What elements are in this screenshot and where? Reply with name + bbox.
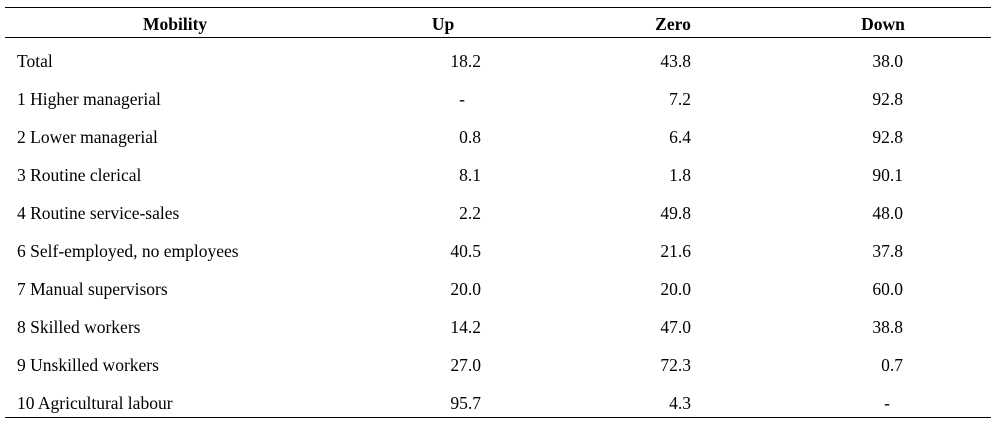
row-label: Total [17, 51, 53, 71]
cell-up: 40.5 [450, 241, 481, 261]
cell-up: 0.8 [459, 127, 481, 147]
cell-down: 48.0 [872, 203, 903, 223]
header-mobility: Mobility [143, 14, 208, 34]
row-label: 4 Routine service-sales [17, 203, 180, 223]
row-label: 6 Self-employed, no employees [17, 241, 239, 261]
cell-zero: 72.3 [660, 355, 691, 375]
cell-zero: 43.8 [660, 51, 691, 71]
cell-zero: 6.4 [669, 127, 691, 147]
cell-zero: 20.0 [660, 279, 691, 299]
header-zero: Zero [655, 14, 691, 34]
cell-down: 60.0 [872, 279, 903, 299]
cell-up: 27.0 [450, 355, 481, 375]
row-label: 9 Unskilled workers [17, 355, 159, 375]
row-label: 7 Manual supervisors [17, 279, 168, 299]
cell-up: 20.0 [450, 279, 481, 299]
table-row: 2 Lower managerial 0.8 6.4 92.8 [5, 118, 991, 156]
row-label: 3 Routine clerical [17, 165, 142, 185]
table-row: 4 Routine service-sales 2.2 49.8 48.0 [5, 194, 991, 232]
cell-zero: 7.2 [669, 89, 691, 109]
table-header-row: Mobility Up Zero Down [5, 12, 991, 38]
cell-down: 38.8 [872, 317, 903, 337]
cell-down: 90.1 [872, 165, 903, 185]
table-row: 1 Higher managerial - 7.2 92.8 [5, 80, 991, 118]
cell-up: 2.2 [459, 203, 481, 223]
table-bottom-rule [5, 417, 991, 418]
cell-down: 92.8 [872, 127, 903, 147]
cell-up: 18.2 [450, 51, 481, 71]
cell-down: - [884, 393, 890, 413]
cell-zero: 49.8 [660, 203, 691, 223]
cell-zero: 1.8 [669, 165, 691, 185]
cell-zero: 21.6 [660, 241, 691, 261]
cell-up: 95.7 [450, 393, 481, 413]
cell-down: 92.8 [872, 89, 903, 109]
cell-down: 0.7 [881, 355, 903, 375]
table-row: 6 Self-employed, no employees 40.5 21.6 … [5, 232, 991, 270]
header-down: Down [861, 14, 905, 34]
row-label: 8 Skilled workers [17, 317, 141, 337]
row-label: 10 Agricultural labour [17, 393, 173, 413]
row-label: 2 Lower managerial [17, 127, 158, 147]
cell-up: 8.1 [459, 165, 481, 185]
table-row: 9 Unskilled workers 27.0 72.3 0.7 [5, 346, 991, 384]
cell-zero: 47.0 [660, 317, 691, 337]
table-row: 8 Skilled workers 14.2 47.0 38.8 [5, 308, 991, 346]
table-row: 3 Routine clerical 8.1 1.8 90.1 [5, 156, 991, 194]
header-up: Up [431, 14, 455, 34]
table-top-rule [5, 7, 991, 8]
cell-zero: 4.3 [669, 393, 691, 413]
cell-down: 37.8 [872, 241, 903, 261]
cell-down: 38.0 [872, 51, 903, 71]
table-header-rule [5, 37, 991, 38]
table-row: 7 Manual supervisors 20.0 20.0 60.0 [5, 270, 991, 308]
cell-up: 14.2 [450, 317, 481, 337]
table-row: Total 18.2 43.8 38.0 [5, 42, 991, 80]
row-label: 1 Higher managerial [17, 89, 161, 109]
table-row: 10 Agricultural labour 95.7 4.3 - [5, 384, 991, 422]
cell-up: - [459, 89, 465, 109]
